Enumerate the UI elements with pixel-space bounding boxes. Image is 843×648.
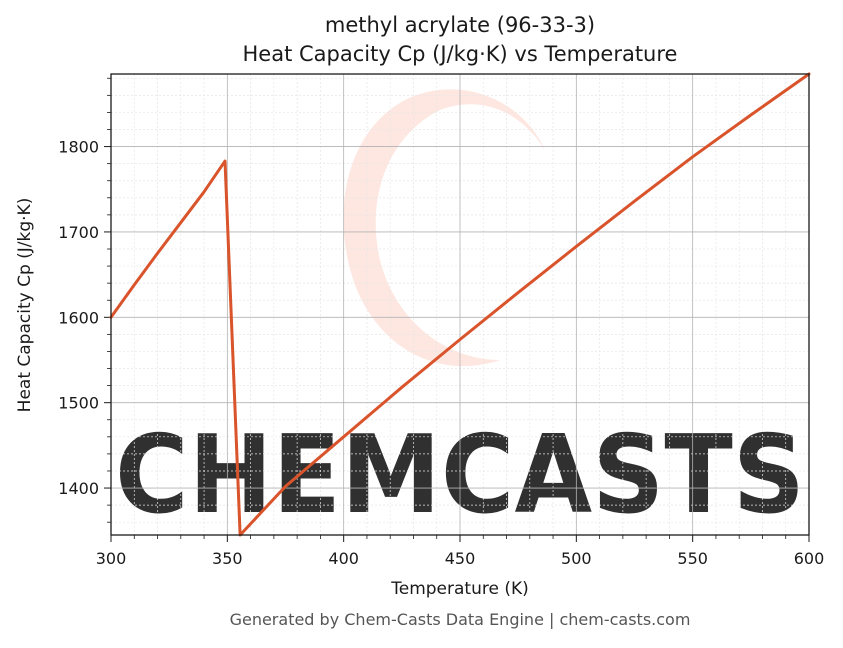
footer-credit: Generated by Chem-Casts Data Engine | ch… [230, 610, 691, 629]
y-tick-label: 1700 [58, 223, 99, 242]
y-tick-label: 1400 [58, 479, 99, 498]
series-line-0 [109, 72, 811, 537]
watermark-swirl [343, 89, 545, 367]
x-tick-label: 400 [328, 549, 359, 568]
chart-subtitle: Heat Capacity Cp (J/kg·K) vs Temperature [243, 42, 678, 66]
y-tick-label: 1800 [58, 138, 99, 157]
y-axis-label: Heat Capacity Cp (J/kg·K) [15, 198, 35, 413]
y-tick-label: 1500 [58, 394, 99, 413]
x-axis-label: Temperature (K) [390, 579, 529, 599]
x-tick-label: 450 [445, 549, 476, 568]
chart-title: methyl acrylate (96-33-3) [325, 13, 595, 37]
x-tick-label: 300 [96, 549, 127, 568]
x-tick-label: 500 [561, 549, 592, 568]
series-layer [109, 72, 811, 537]
x-tick-label: 550 [677, 549, 708, 568]
plot-frame [110, 73, 810, 536]
y-axis-ticks: 1400 1500 1600 1700 1800 [58, 77, 111, 523]
y-tick-label: 1600 [58, 308, 99, 327]
x-tick-label: 350 [212, 549, 243, 568]
x-axis-ticks: 300 350 400 450 500 550 600 [96, 535, 825, 568]
x-tick-label: 600 [794, 549, 825, 568]
